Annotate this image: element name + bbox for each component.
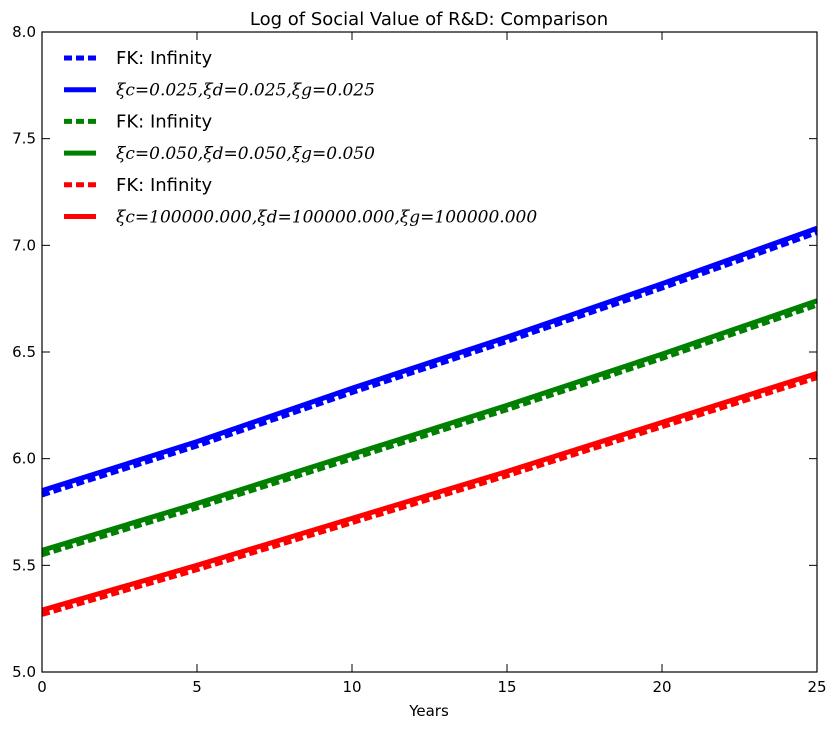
x-tick-label-2: 10	[342, 678, 361, 696]
series-line-3	[41, 298, 818, 553]
x-tick-label-5: 25	[807, 678, 826, 696]
series-layer	[41, 225, 818, 617]
series-line-2	[41, 302, 818, 558]
legend-label-5: ξc=100000.000,ξd=100000.000,ξg=100000.00…	[116, 208, 537, 228]
y-tick-label-6: 8.0	[12, 23, 36, 41]
y-tick-label-4: 7.0	[12, 236, 36, 254]
x-tick-label-3: 15	[497, 678, 516, 696]
x-tick-label-1: 5	[192, 678, 202, 696]
y-tick-label-3: 6.5	[12, 343, 36, 361]
series-line-4	[41, 375, 818, 617]
legend-label-1: ξc=0.025,ξd=0.025,ξg=0.025	[116, 81, 375, 101]
legend: FK: Infinity ξc=0.025,ξd=0.025,ξg=0.025 FK…	[64, 48, 537, 228]
series-line-5	[41, 370, 818, 613]
chart-title: Log of Social Value of R&D: Comparison	[250, 9, 608, 30]
x-axis-label: Years	[408, 702, 449, 720]
legend-label-2: FK: Infinity	[116, 111, 212, 132]
legend-label-4: FK: Infinity	[116, 175, 212, 196]
y-tick-label-5: 7.5	[12, 130, 36, 148]
y-tick-label-1: 5.5	[12, 556, 36, 574]
ticks-layer: 0 5 10 15 20 25 5.0 5.5 6.0 6.5 7.0 7.5 8.0	[12, 23, 826, 696]
y-tick-label-2: 6.0	[12, 450, 36, 468]
series-line-1	[41, 225, 818, 494]
y-tick-label-0: 5.0	[12, 663, 36, 681]
series-line-0	[41, 230, 818, 498]
x-tick-label-4: 20	[652, 678, 671, 696]
legend-label-0: FK: Infinity	[116, 48, 212, 69]
legend-label-3: ξc=0.050,ξd=0.050,ξg=0.050	[116, 144, 375, 164]
x-tick-label-0: 0	[37, 678, 47, 696]
